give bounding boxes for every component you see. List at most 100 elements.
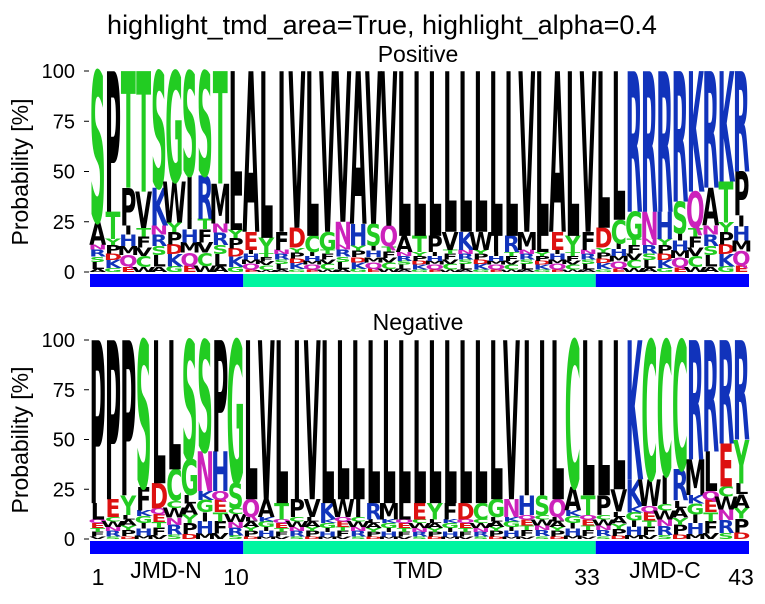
logo-positive-letter-35-3: M	[608, 255, 630, 264]
logo-negative-letter-23-5: L	[428, 518, 442, 524]
logo-positive-letter-17-4: R	[334, 248, 351, 259]
logo-positive-letter-16-2: C	[320, 263, 336, 272]
logo-negative-letter-42-2: R	[718, 516, 735, 538]
logo-positive-letter-4-7: T	[136, 39, 151, 231]
logo-positive-letter-25-3: S	[458, 258, 474, 265]
logo-positive-letter-6-1: G	[165, 265, 183, 274]
logo-negative-letter-1-5: Q	[88, 518, 107, 524]
logo-positive-letter-22-4: P	[411, 255, 427, 263]
logo-positive-letter-2-2: K	[105, 258, 124, 271]
logo-negative-letter-31-1: D	[548, 536, 566, 540]
logo-positive-letter-39-3: M	[669, 249, 691, 261]
logo-negative-letter-24-1: M	[439, 536, 461, 540]
logo-positive-letter-43-4: H	[732, 223, 750, 245]
logo-negative-letter-27-6: G	[487, 495, 505, 523]
logo-negative-letter-28-4: G	[502, 520, 520, 529]
logo-negative-letter-38-6: I	[661, 469, 669, 513]
logo-positive-letter-15-2: Q	[303, 263, 322, 271]
logo-positive-letter-4-4: F	[136, 234, 151, 251]
logo-positive-letter-11-4: H	[242, 253, 260, 262]
logo-positive-letter-37-3: S	[642, 252, 658, 262]
logo-positive-letter-31-3: M	[547, 258, 569, 265]
logo-positive-letter-28-6: R	[503, 232, 520, 258]
logo-positive-letter-31-1: E	[550, 269, 565, 273]
logo-positive-letter-23-5: I	[431, 251, 439, 257]
logo-negative-letter-3-5: L	[121, 514, 135, 521]
logo-positive-letter-10-7: L	[229, 37, 243, 236]
logo-positive-letter-35-6: C	[611, 214, 627, 251]
logo-negative-letter-39-6: R	[672, 462, 689, 512]
logo-positive-letter-14-2: K	[288, 262, 307, 272]
logo-positive-letter-14-3: D	[288, 257, 306, 265]
y-tick-label-negative-25: 25	[53, 479, 75, 501]
logo-negative-letter-24-2: H	[441, 530, 459, 538]
logo-positive-letter-10-1: G	[227, 266, 245, 274]
logo-negative-letter-12-6: A	[258, 495, 275, 523]
logo-negative-letter-36-3: I	[630, 519, 638, 529]
logo-positive-letter-26-3: D	[472, 258, 490, 265]
logo-positive-letter-42-5: Y	[717, 220, 735, 235]
logo-positive-letter-42-4: P	[718, 229, 734, 249]
logo-negative-letter-15-7: V	[304, 297, 321, 552]
logo-negative-letter-12-3: I	[262, 526, 270, 533]
y-axis-positive: 0 25 50 75 100	[42, 61, 89, 284]
logo-negative-letter-41-1: V	[702, 532, 719, 541]
y-tick-label-negative-0: 0	[64, 529, 75, 551]
logo-negative-letter-12-2: H	[257, 530, 275, 539]
logo-positive-letter-17-5: N	[334, 243, 352, 251]
logo-positive-letter-41-7: R	[702, 39, 719, 225]
logo-positive-letter-9-4: R	[212, 229, 229, 249]
logo-negative-letter-7-4: A	[181, 502, 199, 519]
logo-positive-letter-14-6: D	[288, 222, 306, 254]
logo-positive-letter-25-5: N	[456, 249, 474, 256]
logo-positive-letter-33-2: L	[581, 263, 595, 272]
y-tick-label-negative-50: 50	[53, 430, 75, 452]
logo-negative-letter-32-5: K	[564, 509, 583, 518]
region-bar-positive	[90, 274, 749, 287]
logo-negative-letter-35-4: A	[610, 515, 627, 526]
logo-negative-letter-34-2: R	[595, 529, 612, 538]
logo-negative-letter-42-3: N	[717, 508, 735, 524]
logo-negative-letter-17-1: V	[334, 536, 352, 540]
logo-negative-letter-7-5: L	[183, 494, 197, 507]
y-tick-label-positive-100: 100	[42, 61, 75, 83]
logo-negative-letter-35-5: L	[612, 510, 626, 518]
logo-positive-letter-14-7: V	[288, 29, 305, 279]
logo-positive-letter-4-6: V	[135, 183, 152, 241]
logo-positive-letter-20-2: C	[381, 261, 397, 271]
logo-negative-letter-2-4: W	[101, 520, 125, 529]
logo-positive-letter-43-6: P	[733, 160, 749, 230]
logo-negative-letter-1-1: V	[89, 536, 107, 540]
logo-negative-letter-34-7: L	[596, 298, 610, 546]
logo-negative-letter-22-3: N	[410, 527, 428, 533]
logo-positive-letter-25-2: L	[459, 263, 473, 272]
logo-positive-letter-4-5: T	[136, 226, 151, 239]
logo-positive-letter-43-2: Q	[732, 248, 751, 270]
logo-positive-letter-37-4: R	[641, 244, 659, 257]
logo-negative-letter-34-4: W	[591, 518, 615, 527]
logo-negative-letter-8-4: G	[196, 497, 214, 517]
logo-negative-letter-32-3: I	[569, 522, 577, 531]
logo-positive-letter-41-2: L	[704, 252, 718, 271]
logo-negative-letter-26-7: L	[474, 298, 488, 557]
logo-positive-letter-33-7: V	[580, 28, 597, 284]
logo-positive-letter-21-3: S	[396, 260, 412, 266]
logo-positive-letter-19-7: V	[365, 31, 382, 274]
logo-positive-letter-18-6: H	[349, 219, 367, 253]
logo-positive-letter-40-1: W	[683, 266, 707, 274]
logo-positive-letter-28-1: W	[499, 269, 523, 273]
logo-positive-letter-27-6: I	[492, 232, 500, 258]
logo-positive-letter-7-2: Q	[180, 249, 199, 271]
logo-positive-letter-4-3: V	[135, 246, 152, 259]
logo-positive-letter-36-4: F	[627, 244, 642, 257]
logo-negative-letter-26-1: S	[473, 536, 489, 540]
logo-positive-letter-6-6: W	[162, 171, 186, 236]
logo-negative-letter-3-7: P	[120, 298, 136, 546]
logo-positive-letter-8-3: V	[196, 240, 214, 256]
logo-positive-letter-28-4: F	[504, 255, 519, 263]
x-tick-label-10: 10	[223, 564, 249, 590]
logo-negative-letter-36-4: G	[625, 511, 643, 524]
logo-positive-letter-24-5: T	[443, 249, 458, 256]
logo-positive-letter-10-5: Y	[226, 229, 244, 242]
